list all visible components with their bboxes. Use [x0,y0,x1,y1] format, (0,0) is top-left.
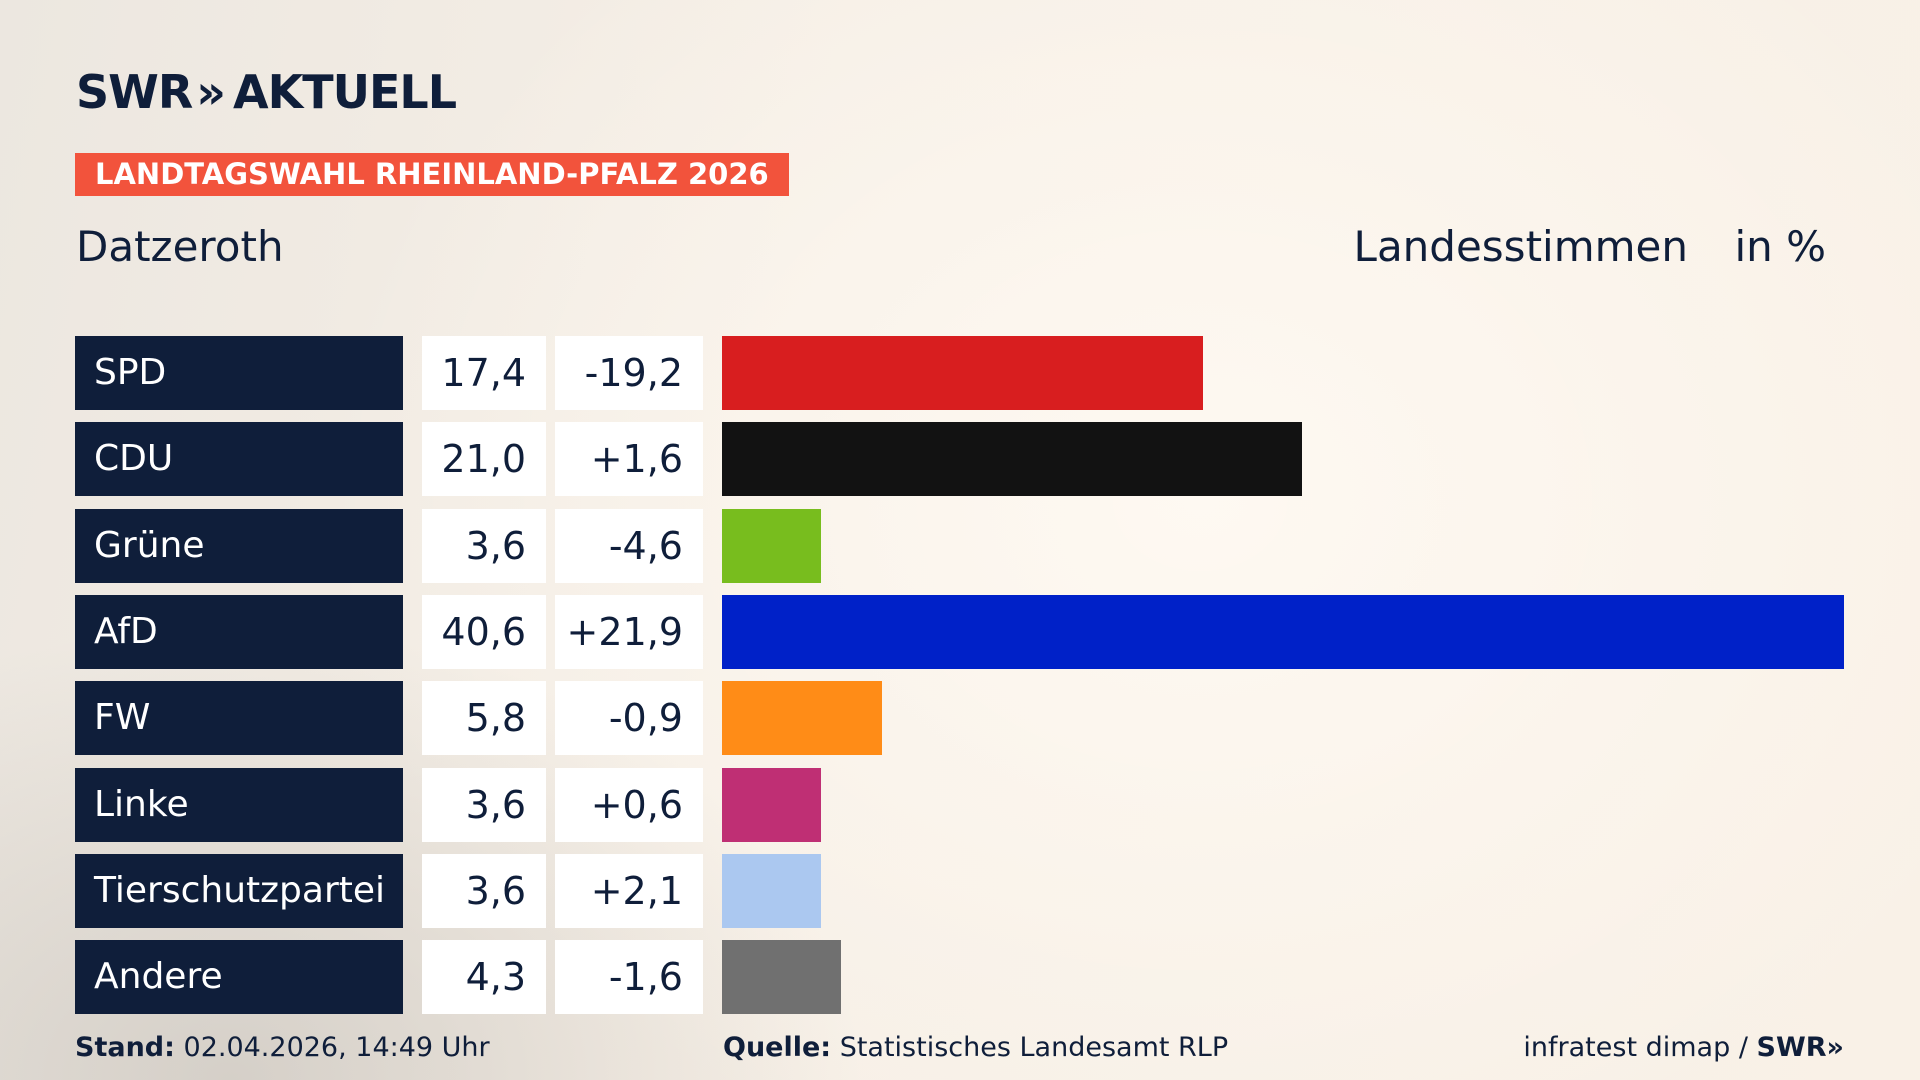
value-label: 5,8 [422,681,546,756]
party-label: FW [75,681,403,756]
bar-fw [722,681,883,756]
diff-label: +1,6 [555,422,703,497]
party-label: Tierschutzpartei [75,853,403,928]
chevron-right-icon: » [196,65,226,119]
diff-label: -19,2 [555,336,703,410]
credit-text: infratest dimap / [1523,1032,1748,1063]
bar-tierschutzpartei [722,853,822,928]
election-badge: LANDTAGSWAHL RHEINLAND-PFALZ 2026 [75,153,789,196]
footer-stand: Stand: 02.04.2026, 14:49 Uhr [75,1032,490,1063]
diff-label: -0,9 [555,681,703,756]
diff-label: -4,6 [555,508,703,583]
value-label: 21,0 [422,422,546,497]
unit-label: in % [1734,222,1826,271]
bar-cdu [722,422,1303,497]
value-label: 4,3 [422,940,546,1015]
party-row: CDU 21,0 +1,6 [75,422,1845,497]
diff-label: -1,6 [555,940,703,1015]
party-label: Grüne [75,508,403,583]
logo-text: SWR [76,65,193,119]
source-label: Quelle: [723,1032,832,1063]
vote-type-label: Landesstimmen [1353,222,1688,271]
party-label: Andere [75,940,403,1015]
logo-suffix: AKTUELL [233,65,457,119]
party-label: AfD [75,594,403,669]
diff-label: +21,9 [555,594,703,669]
bar-linke [722,767,822,842]
source-value: Statistisches Landesamt RLP [839,1032,1229,1063]
party-label: CDU [75,422,403,497]
stand-value: 02.04.2026, 14:49 Uhr [183,1032,490,1063]
value-label: 3,6 [422,508,546,583]
bar-grüne [722,508,822,583]
bar-andere [722,940,841,1015]
swr-mini-logo: SWR» [1756,1032,1844,1063]
party-row: Grüne 3,6 -4,6 [75,508,1845,583]
diff-label: +0,6 [555,767,703,842]
footer-credit: infratest dimap / SWR» [1523,1032,1844,1063]
location-title: Datzeroth [76,222,284,271]
value-label: 3,6 [422,767,546,842]
party-row: SPD 17,4 -19,2 [75,336,1845,410]
party-row: AfD 40,6 +21,9 [75,594,1845,669]
value-label: 40,6 [422,594,546,669]
party-row: Tierschutzpartei 3,6 +2,1 [75,853,1845,928]
value-label: 17,4 [422,336,546,410]
diff-label: +2,1 [555,853,703,928]
party-row: Linke 3,6 +0,6 [75,767,1845,842]
swr-aktuell-logo: SWR » AKTUELL [76,65,457,119]
bar-spd [722,336,1203,410]
value-label: 3,6 [422,853,546,928]
party-label: SPD [75,336,403,410]
party-row: Andere 4,3 -1,6 [75,940,1845,1015]
bar-afd [722,594,1844,669]
stand-label: Stand: [75,1032,175,1063]
party-row: FW 5,8 -0,9 [75,681,1845,756]
footer-source: Quelle: Statistisches Landesamt RLP [723,1032,1228,1063]
party-label: Linke [75,767,403,842]
